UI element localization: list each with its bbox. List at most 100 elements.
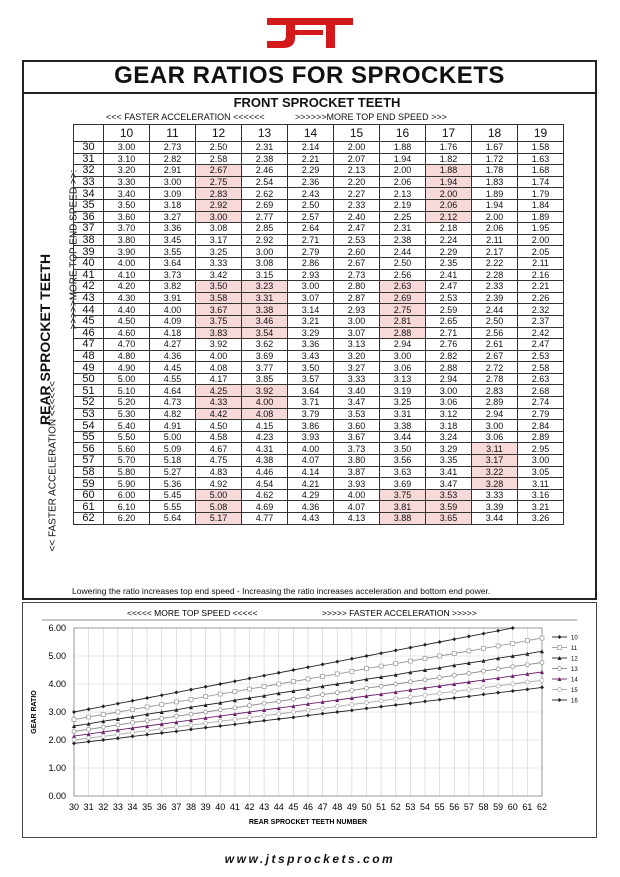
ratio-cell: 2.67	[195, 164, 242, 177]
ratio-cell: 1.94	[425, 175, 472, 189]
data-point	[378, 683, 384, 689]
legend-label: 11	[571, 646, 578, 652]
ratio-cell: 3.92	[195, 338, 242, 351]
ratio-cell: 2.92	[241, 233, 288, 247]
ratio-cell: 4.42	[195, 407, 242, 421]
data-point	[334, 690, 340, 696]
data-point	[86, 714, 91, 720]
gear-ratio-chart: <<<<< MORE TOP SPEED <<<<< >>>>> FASTER A…	[31, 608, 578, 826]
data-point	[101, 704, 106, 709]
ratio-cell: 2.94	[471, 407, 518, 421]
ratio-cell: 3.50	[103, 198, 150, 212]
table-row: 33 3.30 3.00 2.75 2.54 2.36 2.20 2.06 1.94 1.83 1.…	[73, 175, 564, 189]
ratio-cell: 2.22	[471, 256, 518, 270]
ratio-cell: 2.60	[333, 245, 380, 258]
ratio-cell: 1.79	[517, 187, 564, 200]
data-point	[378, 698, 384, 704]
ratio-cell: 3.14	[287, 303, 334, 316]
x-tick-label: 45	[288, 802, 298, 812]
data-point	[452, 637, 457, 642]
ratio-cell: 2.89	[517, 430, 564, 444]
ratio-cell: 3.64	[149, 256, 196, 270]
table-row: 53 5.30 4.82 4.42 4.08 3.79 3.53 3.31 3.12 2.94 2.…	[73, 407, 564, 421]
data-point	[540, 685, 544, 690]
data-point	[189, 687, 193, 692]
ratio-cell: 2.43	[287, 187, 334, 200]
table-row: 34 3.40 3.09 2.83 2.62 2.43 2.27 2.13 2.00 1.89 1.…	[73, 187, 564, 200]
ratio-cell: 2.64	[287, 222, 334, 235]
data-point	[217, 707, 223, 713]
data-point	[393, 703, 398, 707]
ratio-cell: 5.90	[103, 477, 150, 490]
data-point	[203, 694, 208, 699]
ratio-cell: 3.09	[149, 187, 196, 200]
data-point	[408, 687, 413, 692]
rear-teeth-cell: 38	[73, 233, 104, 247]
ratio-cell: 2.47	[333, 222, 380, 235]
data-point	[408, 645, 413, 650]
ratio-cell: 2.00	[379, 164, 426, 177]
ratio-cell: 3.88	[379, 512, 426, 525]
ratio-cell: 4.69	[241, 500, 288, 513]
ratio-cell: 4.77	[241, 512, 288, 525]
data-point	[305, 707, 311, 713]
legend-label: 14	[571, 678, 578, 684]
ratio-cell: 4.60	[103, 326, 150, 340]
ratio-cell: 2.44	[379, 245, 426, 258]
ratio-cell: 2.38	[241, 152, 288, 166]
data-point	[437, 665, 442, 670]
ratio-cell: 4.30	[103, 291, 150, 305]
ratio-cell: 3.50	[195, 280, 242, 293]
ratio-cell: 1.74	[517, 175, 564, 189]
rear-teeth-cell: 46	[73, 326, 104, 340]
ratio-cell: 2.95	[517, 442, 564, 456]
data-point	[306, 665, 310, 670]
ratio-cell: 2.77	[241, 210, 288, 224]
data-point	[539, 660, 545, 665]
ratio-cell: 2.42	[517, 326, 564, 340]
front-teeth-header: 18	[471, 124, 518, 142]
ratio-cell: 3.10	[103, 152, 150, 166]
data-point	[496, 628, 501, 633]
ratio-cell: 2.21	[287, 152, 334, 166]
ratio-cell: 4.27	[149, 338, 196, 351]
data-point	[320, 711, 325, 716]
x-tick-label: 42	[244, 802, 254, 812]
ratio-cell: 3.26	[517, 512, 564, 525]
data-point	[452, 663, 457, 668]
ratio-cell: 3.59	[425, 500, 472, 513]
data-point	[232, 679, 237, 684]
rear-teeth-cell: 35	[73, 198, 104, 212]
ratio-cell: 3.93	[333, 477, 380, 490]
data-point	[174, 713, 179, 719]
data-point	[247, 703, 252, 708]
data-point	[364, 700, 369, 706]
data-point	[145, 712, 150, 717]
ratio-cell: 4.23	[241, 430, 288, 444]
ratio-cell: 3.00	[517, 454, 564, 467]
data-point	[71, 728, 77, 734]
data-point	[451, 651, 457, 656]
front-top-speed-hint: >>>>>>MORE TOP END SPEED >>>	[295, 112, 447, 122]
ratio-cell: 3.80	[333, 454, 380, 467]
x-tick-label: 43	[259, 802, 269, 812]
ratio-cell: 2.71	[287, 233, 334, 247]
ratio-cell: 2.00	[471, 210, 518, 224]
ratio-cell: 3.29	[287, 326, 334, 340]
ratio-cell: 2.24	[425, 233, 472, 247]
data-point	[466, 694, 471, 699]
table-row: 42 4.20 3.82 3.50 3.23 3.00 2.80 2.63 2.47 2.33 2.…	[73, 280, 564, 293]
ratio-cell: 1.84	[517, 198, 564, 212]
data-point	[189, 705, 193, 710]
legend-marker	[557, 645, 562, 650]
legend-label: 10	[571, 636, 578, 642]
data-point	[247, 710, 252, 714]
ratio-cell: 3.92	[241, 384, 288, 398]
ratio-cell: 4.36	[149, 349, 196, 363]
ratio-cell: 2.79	[287, 245, 334, 258]
ratio-cell: 2.67	[333, 256, 380, 270]
data-point	[291, 709, 296, 715]
table-row: 56 5.60 5.09 4.67 4.31 4.00 3.73 3.50 3.29 3.11 2.…	[73, 442, 564, 456]
data-point	[364, 666, 369, 671]
ratio-cell: 3.80	[103, 233, 150, 247]
